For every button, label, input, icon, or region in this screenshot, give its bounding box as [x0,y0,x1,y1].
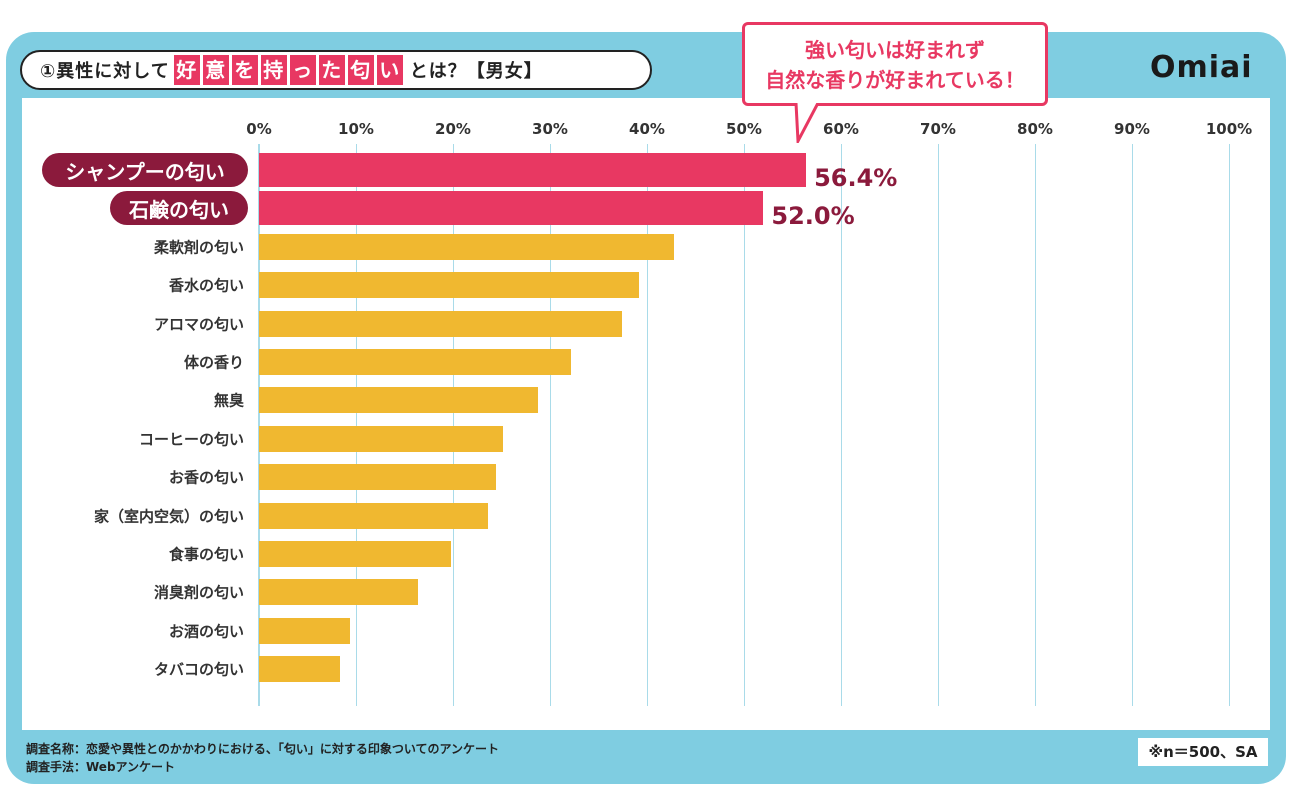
bar [259,656,341,683]
gridline [647,144,648,706]
callout-box: 強い匂いは好まれず 自然な香りが好まれている！ [742,22,1048,106]
data-label: 56.4% [814,164,898,192]
category-label: アロマの匂い [153,315,244,334]
bar [259,387,539,414]
title-suffix: とは？【男女】 [409,61,543,82]
title-highlight-char: を [231,55,258,85]
gridline [356,144,357,706]
x-tick-label: 30% [532,120,568,138]
bar [259,464,496,491]
gridline [744,144,745,706]
title-highlight-char: 好 [173,55,200,85]
bar [259,617,351,644]
category-label: お酒の匂い [168,622,244,641]
callout-line-1: 強い匂いは好まれず [805,38,985,62]
x-tick-label: 50% [726,120,762,138]
x-tick-label: 10% [338,120,374,138]
title-highlight-char: っ [289,55,316,85]
omiai-logo: Omiai [1150,50,1253,85]
bar [259,153,807,187]
category-label: 家（室内空気）の匂い [93,507,244,526]
x-tick-label: 0% [246,120,272,138]
x-tick-label: 90% [1114,120,1150,138]
category-label: 体の香り [183,353,244,372]
gridline [1035,144,1036,706]
category-label: 香水の匂い [168,276,244,295]
category-label-highlight: 石鹸の匂い [110,191,248,226]
callout-line-2: 自然な香りが好まれている！ [765,68,1025,92]
category-label-highlight: シャンプーの匂い [42,153,248,187]
bar [259,191,764,226]
x-tick-label: 60% [823,120,859,138]
category-label: 無臭 [213,391,244,410]
category-label: タバコの匂い [153,660,244,679]
x-tick-label: 100% [1205,120,1253,138]
bar [259,502,488,529]
bar [259,233,675,260]
gridline [938,144,939,706]
bar [259,541,452,567]
category-label: 柔軟剤の匂い [153,238,244,257]
category-label: お香の匂い [168,468,244,487]
bar [259,425,504,452]
title-highlight-char: た [318,55,345,85]
sample-size-badge: ※n＝500、SA [1138,738,1268,766]
chart-title: ①異性に対して 好 意 を 持 っ た 匂 い とは？【男女】 [20,50,652,90]
title-highlight-char: い [376,55,403,85]
gridline [453,144,454,706]
title-highlight-char: 意 [202,55,229,85]
x-tick-label: 70% [920,120,956,138]
x-tick-label: 80% [1017,120,1053,138]
category-label: 消臭剤の匂い [153,583,244,602]
bar [259,349,572,375]
survey-name: 調査名称：恋愛や異性とのかかわりにおける、「匂い」に対する印象ついてのアンケート [26,742,500,756]
title-prefix: ①異性に対して [40,61,170,82]
title-highlight: 好 意 を 持 っ た 匂 い [173,55,406,85]
gridline [550,144,551,706]
callout-tail [794,103,820,143]
gridline [1132,144,1133,706]
x-tick-label: 20% [435,120,471,138]
bar [259,579,419,606]
category-label: コーヒーの匂い [138,430,244,449]
gridline [1229,144,1230,706]
x-tick-label: 40% [629,120,665,138]
bar [259,310,622,337]
category-label: 食事の匂い [168,545,244,564]
title-highlight-char: 匂 [347,55,374,85]
title-highlight-char: 持 [260,55,287,85]
gridline [841,144,842,706]
gridline [258,144,260,706]
data-label: 52.0% [771,202,855,231]
survey-method: 調査手法：Webアンケート [26,760,176,774]
bar [259,272,640,299]
